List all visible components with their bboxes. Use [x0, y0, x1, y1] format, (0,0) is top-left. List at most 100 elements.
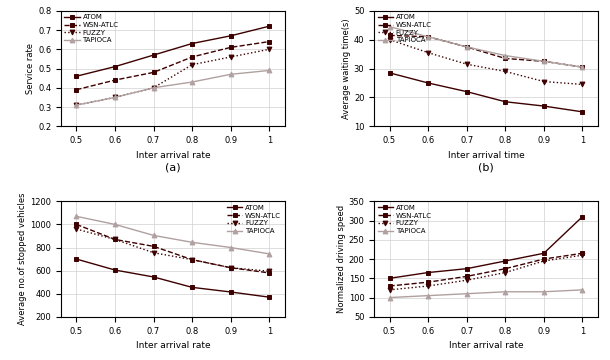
Line: TAPIOCA: TAPIOCA	[74, 214, 271, 256]
Line: FUZZY: FUZZY	[74, 226, 271, 274]
TAPIOCA	[579, 288, 586, 292]
Y-axis label: Service rate: Service rate	[26, 43, 35, 94]
WSN-ATLC	[425, 280, 432, 284]
WSN-ATLC	[425, 35, 432, 39]
Line: FUZZY: FUZZY	[74, 47, 271, 108]
WSN-ATLC	[112, 237, 119, 242]
WSN-ATLC	[227, 45, 234, 50]
WSN-ATLC	[265, 271, 273, 275]
FUZZY	[540, 79, 547, 84]
Line: FUZZY: FUZZY	[387, 253, 585, 292]
TAPIOCA	[188, 80, 196, 84]
Line: ATOM: ATOM	[74, 257, 271, 300]
TAPIOCA	[540, 290, 547, 294]
WSN-ATLC	[150, 70, 157, 75]
Text: (a): (a)	[165, 162, 181, 172]
WSN-ATLC	[386, 33, 393, 37]
WSN-ATLC	[501, 56, 509, 60]
TAPIOCA	[73, 214, 80, 219]
ATOM	[501, 100, 509, 104]
FUZZY	[265, 47, 273, 51]
ATOM	[425, 270, 432, 275]
ATOM	[150, 275, 157, 279]
FUZZY	[73, 103, 80, 107]
Line: FUZZY: FUZZY	[387, 37, 585, 87]
FUZZY	[112, 95, 119, 100]
TAPIOCA	[579, 65, 586, 69]
WSN-ATLC	[265, 40, 273, 44]
Line: WSN-ATLC: WSN-ATLC	[74, 39, 271, 92]
WSN-ATLC	[386, 284, 393, 288]
TAPIOCA	[540, 59, 547, 63]
FUZZY	[501, 270, 509, 275]
ATOM	[188, 285, 196, 289]
ATOM	[227, 290, 234, 294]
ATOM	[463, 90, 470, 94]
Line: TAPIOCA: TAPIOCA	[74, 68, 271, 108]
WSN-ATLC	[73, 222, 80, 226]
Line: TAPIOCA: TAPIOCA	[387, 24, 585, 69]
X-axis label: Inter arrival rate: Inter arrival rate	[448, 341, 523, 350]
ATOM	[579, 110, 586, 114]
ATOM	[265, 24, 273, 28]
Line: WSN-ATLC: WSN-ATLC	[387, 251, 585, 288]
TAPIOCA	[265, 252, 273, 256]
FUZZY	[265, 269, 273, 273]
Line: TAPIOCA: TAPIOCA	[387, 287, 585, 300]
WSN-ATLC	[150, 244, 157, 248]
FUZZY	[188, 257, 196, 262]
ATOM	[579, 215, 586, 219]
FUZZY	[386, 288, 393, 292]
WSN-ATLC	[501, 266, 509, 271]
X-axis label: Inter arrival time: Inter arrival time	[448, 150, 525, 159]
Y-axis label: Average waiting time(s): Average waiting time(s)	[342, 18, 351, 119]
ATOM	[425, 81, 432, 85]
FUZZY	[73, 227, 80, 231]
TAPIOCA	[73, 103, 80, 107]
FUZZY	[425, 50, 432, 55]
TAPIOCA	[112, 222, 119, 226]
FUZZY	[501, 69, 509, 73]
FUZZY	[188, 63, 196, 67]
TAPIOCA	[150, 233, 157, 238]
Line: ATOM: ATOM	[387, 214, 585, 281]
WSN-ATLC	[188, 257, 196, 262]
TAPIOCA	[265, 68, 273, 73]
TAPIOCA	[386, 24, 393, 29]
Legend: ATOM, WSN-ATLC, FUZZY, TAPIOCA: ATOM, WSN-ATLC, FUZZY, TAPIOCA	[226, 203, 282, 235]
TAPIOCA	[227, 246, 234, 250]
ATOM	[386, 71, 393, 75]
Text: (b): (b)	[478, 162, 494, 172]
ATOM	[227, 33, 234, 38]
TAPIOCA	[112, 95, 119, 100]
ATOM	[188, 41, 196, 46]
Line: WSN-ATLC: WSN-ATLC	[74, 222, 271, 275]
TAPIOCA	[386, 296, 393, 300]
ATOM	[501, 259, 509, 263]
Legend: ATOM, WSN-ATLC, FUZZY, TAPIOCA: ATOM, WSN-ATLC, FUZZY, TAPIOCA	[63, 13, 120, 45]
Line: ATOM: ATOM	[387, 71, 585, 114]
Y-axis label: Average no.of stopped vehicles: Average no.of stopped vehicles	[18, 193, 27, 325]
FUZZY	[150, 86, 157, 90]
FUZZY	[425, 284, 432, 288]
Line: ATOM: ATOM	[74, 24, 271, 79]
ATOM	[150, 53, 157, 57]
WSN-ATLC	[463, 45, 470, 49]
ATOM	[73, 74, 80, 78]
Line: WSN-ATLC: WSN-ATLC	[387, 33, 585, 69]
ATOM	[73, 257, 80, 261]
Y-axis label: Normalized driving speed: Normalized driving speed	[337, 205, 346, 313]
FUZZY	[227, 266, 234, 270]
FUZZY	[579, 253, 586, 257]
TAPIOCA	[463, 292, 470, 296]
WSN-ATLC	[579, 65, 586, 69]
ATOM	[112, 64, 119, 69]
WSN-ATLC	[463, 274, 470, 279]
ATOM	[540, 251, 547, 256]
WSN-ATLC	[540, 59, 547, 63]
FUZZY	[386, 37, 393, 42]
WSN-ATLC	[227, 266, 234, 270]
TAPIOCA	[501, 53, 509, 58]
WSN-ATLC	[579, 251, 586, 256]
ATOM	[540, 104, 547, 108]
